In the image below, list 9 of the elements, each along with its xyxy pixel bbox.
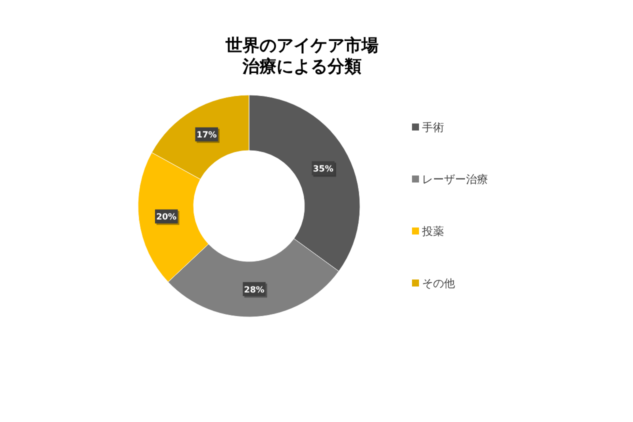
legend-label: 手術 [422,121,444,134]
legend-label: 投薬 [421,225,444,238]
legend-label: その他 [422,277,455,290]
data-label: 20% [156,212,178,223]
chart-title: 世界のアイケア市場治療による分類 [224,36,378,77]
data-label: 28% [244,285,265,296]
data-label: 17% [196,130,218,141]
legend-label: レーザー治療 [422,173,488,186]
data-label: 35% [312,164,334,175]
